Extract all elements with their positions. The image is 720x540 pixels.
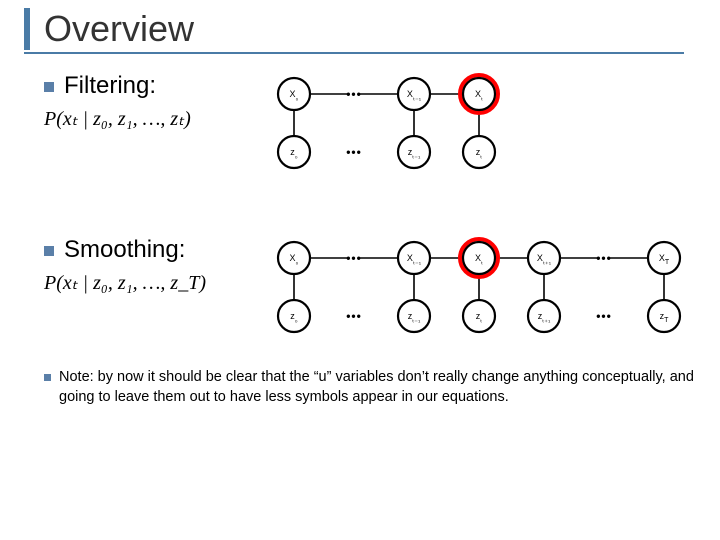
svg-text:•••: •••: [346, 251, 362, 265]
smoothing-diagram: X₀Xₜ₋₁XₜXₜ₊₁XTz₀zₜ₋₁zₜzₜ₊₁zT••••••••••••: [274, 236, 702, 346]
svg-text:•••: •••: [596, 309, 612, 323]
note-row: Note: by now it should be clear that the…: [0, 368, 720, 407]
svg-text:•••: •••: [346, 87, 362, 101]
slide-body: Filtering: P(xₜ | z₀, z₁, …, zₜ) X₀Xₜ₋₁X…: [0, 54, 720, 346]
bullet-icon: [44, 246, 54, 256]
smoothing-bullet: Smoothing:: [44, 236, 274, 264]
svg-text:•••: •••: [346, 145, 362, 159]
smoothing-section: Smoothing: P(xₜ | z₀, z₁, …, z_T) X₀Xₜ₋₁…: [44, 236, 702, 346]
bullet-icon: [44, 374, 51, 381]
filtering-label: Filtering:: [64, 72, 156, 100]
filtering-bullet: Filtering:: [44, 72, 274, 100]
note-text: Note: by now it should be clear that the…: [59, 368, 700, 407]
filtering-left: Filtering: P(xₜ | z₀, z₁, …, zₜ): [44, 72, 274, 131]
filtering-section: Filtering: P(xₜ | z₀, z₁, …, zₜ) X₀Xₜ₋₁X…: [44, 72, 702, 182]
slide: Overview Filtering: P(xₜ | z₀, z₁, …, zₜ…: [0, 0, 720, 540]
filtering-formula: P(xₜ | z₀, z₁, …, zₜ): [44, 106, 274, 131]
bullet-icon: [44, 82, 54, 92]
svg-text:•••: •••: [596, 251, 612, 265]
smoothing-label: Smoothing:: [64, 236, 185, 264]
smoothing-formula: P(xₜ | z₀, z₁, …, z_T): [44, 270, 274, 295]
filtering-diagram: X₀Xₜ₋₁Xₜz₀zₜ₋₁zₜ••••••: [274, 72, 524, 182]
svg-text:•••: •••: [346, 309, 362, 323]
title-area: Overview: [0, 0, 720, 54]
slide-title: Overview: [24, 8, 194, 50]
smoothing-left: Smoothing: P(xₜ | z₀, z₁, …, z_T): [44, 236, 274, 295]
